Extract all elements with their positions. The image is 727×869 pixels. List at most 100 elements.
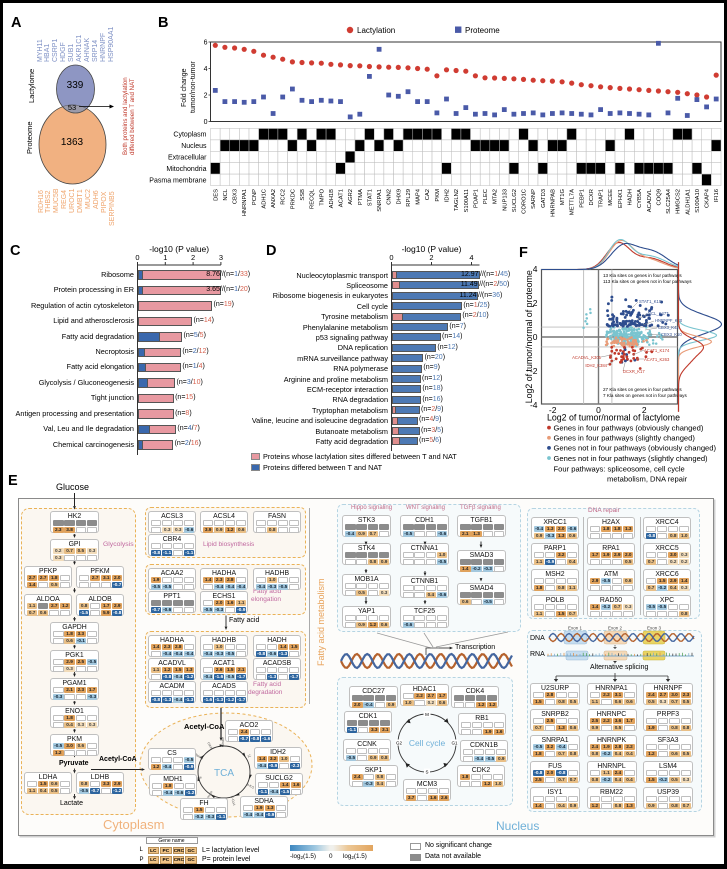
svg-text:Genes not in four pathways (ob: Genes not in four pathways (obviously ch… [554,444,717,453]
svg-text:53: 53 [68,103,76,112]
svg-text:IDH2: IDH2 [445,189,451,202]
svg-text:G1: G1 [451,741,458,746]
svg-text:-log10 (P value): -log10 (P value) [149,244,209,254]
svg-text:Log2 of tumor/normal of proteo: Log2 of tumor/normal of proteome [524,270,534,403]
svg-text:SNRPA1: SNRPA1 [377,189,383,212]
svg-text:CA2: CA2 [425,189,431,200]
svg-text:IFI16: IFI16 [714,189,720,202]
svg-text:AGR2: AGR2 [348,189,354,205]
svg-text:Genes in four pathways (obviou: Genes in four pathways (obviously change… [554,423,704,432]
svg-text:DHX9: DHX9 [396,189,402,204]
svg-text:TCA: TCA [214,768,234,779]
svg-text:IDH2_K384: IDH2_K384 [585,363,607,368]
svg-text:0: 0 [533,332,538,342]
svg-text:HNRNPF_K70: HNRNPF_K70 [655,318,683,323]
svg-text:ALDH1A1: ALDH1A1 [685,189,691,215]
svg-text:ACAT1_K263: ACAT1_K263 [644,357,670,362]
svg-text:13 Kla sites on genes in four: 13 Kla sites on genes in four pathways [603,273,682,278]
svg-text:MT1G: MT1G [560,189,566,206]
svg-text:MCEE: MCEE [608,189,614,206]
svg-text:ADH1B: ADH1B [329,189,335,208]
svg-text:S100A10: S100A10 [695,189,701,213]
svg-text:2: 2 [642,405,647,415]
svg-text:CYB5A: CYB5A [637,189,643,208]
svg-text:Four pathways: spliceosome, ce: Four pathways: spliceosome, cell cycle [554,465,685,474]
svg-text:NCL: NCL [223,188,229,200]
svg-text:CKAP4: CKAP4 [705,188,711,208]
svg-text:M: M [425,712,429,717]
svg-text:metabolism, DNA repair: metabolism, DNA repair [607,475,688,484]
svg-text:METTL7A: METTL7A [570,189,576,215]
svg-text:3: 3 [219,253,223,262]
svg-text:Exon 3: Exon 3 [647,626,662,631]
svg-text:-2: -2 [549,405,557,415]
svg-text:ACAT1_K174: ACAT1_K174 [644,348,670,353]
svg-text:SSB: SSB [300,189,306,201]
svg-text:Lactylation: Lactylation [357,26,395,35]
svg-text:4: 4 [204,66,208,73]
svg-text:PLEC: PLEC [483,189,489,204]
svg-text:-2: -2 [530,366,538,376]
svg-text:NUP133: NUP133 [502,189,508,211]
svg-text:113 Kla sites on genes not in: 113 Kla sites on genes not in four pathw… [603,279,692,284]
svg-text:NCL_K477: NCL_K477 [648,311,669,316]
svg-text:RPL29: RPL29 [406,189,412,207]
svg-text:2: 2 [429,253,433,262]
svg-text:DCXR_K17: DCXR_K17 [623,369,645,374]
svg-text:CBX3_K42: CBX3_K42 [658,325,679,330]
svg-text:PKM: PKM [435,189,441,202]
svg-text:0: 0 [596,405,601,415]
svg-text:0: 0 [204,119,208,126]
svg-text:2: 2 [533,298,538,308]
svg-text:Fold change: Fold change [181,68,188,107]
svg-text:S-CoA: S-CoA [230,795,237,806]
svg-text:EPHX1: EPHX1 [618,189,624,208]
svg-text:STAT1: STAT1 [367,189,373,206]
svg-text:tumor/non-tumor: tumor/non-tumor [190,61,197,113]
svg-text:ACAT1: ACAT1 [339,189,345,207]
svg-text:Citrate: Citrate [221,737,225,747]
svg-text:Proteome: Proteome [465,26,500,35]
svg-text:DES: DES [213,189,219,201]
svg-text:PTMA: PTMA [358,189,364,205]
svg-text:-log10 (P value): -log10 (P value) [402,244,462,254]
svg-text:PCNP: PCNP [252,189,258,205]
svg-text:S100A11: S100A11 [464,189,470,212]
svg-text:PRKDC: PRKDC [290,189,296,209]
svg-text:Extracellular: Extracellular [168,155,207,162]
svg-text:6: 6 [204,40,208,47]
svg-text:MTA2: MTA2 [493,189,499,204]
svg-text:27 Kla sites on genes in four: 27 Kla sites on genes in four pathways [603,387,682,392]
svg-text:PEBP1: PEBP1 [579,189,585,208]
svg-text:ANXA2: ANXA2 [271,189,277,208]
svg-text:Exon 1: Exon 1 [568,626,583,631]
svg-text:ACADVL_K305: ACADVL_K305 [572,355,602,360]
svg-text:Mitochondria: Mitochondria [166,166,206,173]
svg-text:PDAP1: PDAP1 [473,189,479,208]
svg-text:CNN2: CNN2 [387,189,393,205]
svg-text:4: 4 [533,264,538,274]
svg-text:Nucleus: Nucleus [181,143,207,150]
svg-text:TMPO: TMPO [319,189,325,206]
svg-text:1: 1 [163,253,167,262]
svg-text:Genes in four pathways (slight: Genes in four pathways (slightly changed… [554,433,696,442]
svg-text:DCXR: DCXR [589,189,595,205]
svg-text:7 Kla sites on genes not in fo: 7 Kla sites on genes not in four pathway… [603,393,687,398]
svg-text:0: 0 [135,253,139,262]
svg-text:-4: -4 [530,400,538,410]
svg-text:2: 2 [204,93,208,100]
svg-text:Malate: Malate [193,752,204,761]
svg-text:4: 4 [469,253,473,262]
svg-text:SLC25A4: SLC25A4 [666,188,672,214]
svg-text:ACADVL: ACADVL [647,188,653,212]
svg-text:GATD3: GATD3 [541,189,547,208]
svg-text:CBX3: CBX3 [233,189,239,204]
svg-text:Cell cycle: Cell cycle [409,738,446,748]
svg-text:OAA: OAA [206,741,213,750]
svg-text:Exon 2: Exon 2 [608,626,623,631]
svg-text:HADH: HADH [628,189,634,205]
svg-text:CBX3_K10: CBX3_K10 [661,332,682,337]
svg-text:Cytoplasm: Cytoplasm [173,132,206,139]
svg-text:2: 2 [191,253,195,262]
svg-text:HMGCS2: HMGCS2 [676,189,682,214]
